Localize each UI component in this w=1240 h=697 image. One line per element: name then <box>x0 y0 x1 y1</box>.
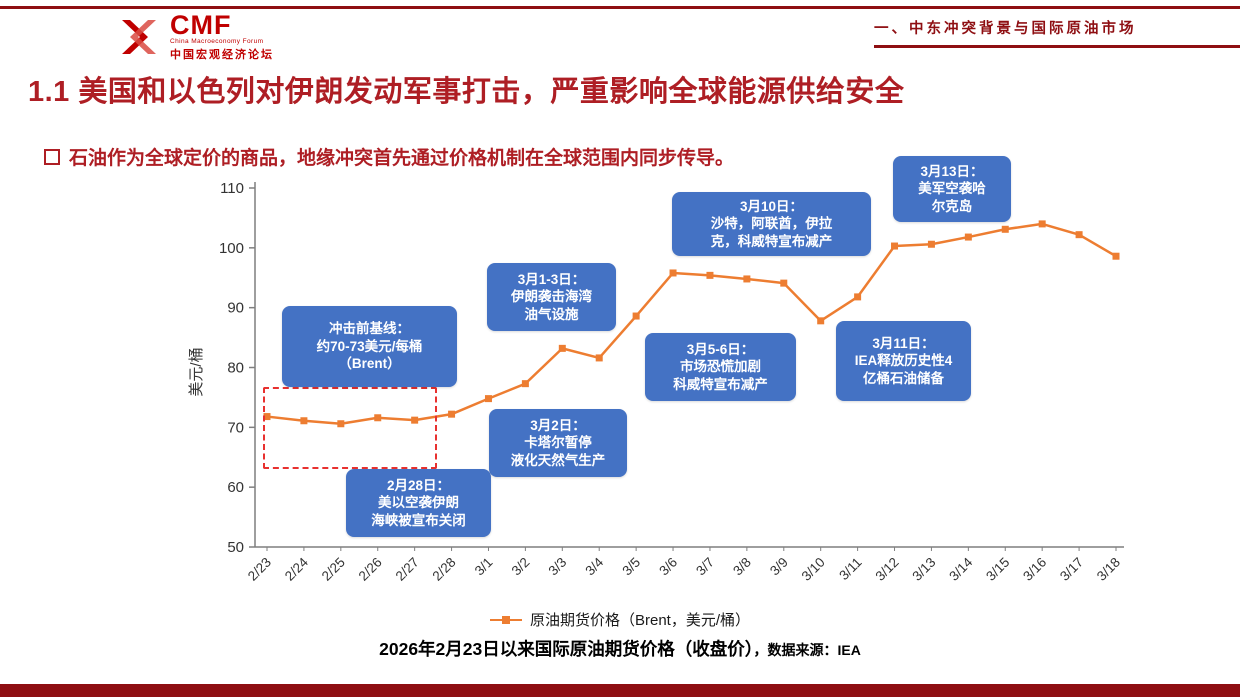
x-tick-label: 2/23 <box>245 555 274 584</box>
data-point-marker <box>854 293 862 301</box>
y-tick-label: 70 <box>227 419 244 436</box>
x-tick-label: 3/13 <box>909 555 938 584</box>
data-point-marker <box>706 271 714 279</box>
section-header: 一、中东冲突背景与国际原油市场 <box>874 17 1240 48</box>
slide-title: 1.1 美国和以色列对伊朗发动军事打击，严重影响全球能源供给安全 <box>28 76 905 108</box>
logo-wordmark: CMF <box>170 10 232 40</box>
y-tick-label: 100 <box>219 240 244 257</box>
section-underline <box>874 45 1240 48</box>
chart-legend: 原油期货价格（Brent，美元/桶） <box>0 609 1240 630</box>
x-tick-label: 2/26 <box>356 555 385 584</box>
bottom-bar <box>0 684 1240 697</box>
data-point-marker <box>448 410 456 418</box>
data-point-marker <box>1001 225 1009 233</box>
x-tick-label: 3/7 <box>693 555 717 579</box>
x-tick-label: 3/14 <box>946 554 976 584</box>
cmf-logo: CMF China Macroeconomy Forum 中国宏观经济论坛 <box>116 12 274 62</box>
price-chart: 50 60 70 80 90 100 110 2/23 2/24 2/25 2/26 2/27 2/28… <box>188 180 1124 584</box>
legend-square <box>501 615 510 624</box>
x-tick-label: 3/2 <box>509 555 533 579</box>
logo-text-block: CMF China Macroeconomy Forum 中国宏观经济论坛 <box>170 12 274 62</box>
data-point-marker <box>632 312 640 320</box>
x-tick-label: 3/11 <box>836 555 864 583</box>
bullet-square-icon <box>44 148 60 165</box>
chart-caption: 2026年2月23日以来国际原油期货价格（收盘价），数据来源：IEA <box>0 636 1240 661</box>
legend-label: 原油期货价格（Brent，美元/桶） <box>529 612 751 629</box>
y-tick-label: 80 <box>227 360 244 377</box>
data-point-marker <box>780 279 788 287</box>
x-tick-label: 3/4 <box>582 554 606 578</box>
data-point-marker <box>300 417 308 425</box>
data-point-marker <box>964 233 972 241</box>
data-point-marker <box>1112 252 1120 260</box>
logo-subtitle-en: China Macroeconomy Forum <box>170 38 264 45</box>
y-tick-label: 90 <box>227 300 244 317</box>
x-tick-label: 2/27 <box>393 555 422 584</box>
x-tick-label: 3/15 <box>983 555 1012 584</box>
data-point-marker <box>595 354 603 362</box>
y-axis-title: 美元/桶 <box>188 347 205 396</box>
data-point-marker <box>374 414 382 422</box>
x-tick-label: 2/25 <box>319 555 348 584</box>
x-tick-label: 3/8 <box>730 555 754 579</box>
section-title: 一、中东冲突背景与国际原油市场 <box>874 21 1137 37</box>
data-point-marker <box>521 380 529 388</box>
x-tick-label: 3/5 <box>619 555 643 579</box>
data-point-marker <box>484 395 492 403</box>
data-point-marker <box>743 275 751 283</box>
y-tick-label: 110 <box>220 180 244 197</box>
cmf-logo-icon <box>122 20 156 54</box>
data-point-marker <box>817 317 825 325</box>
x-tick-label: 3/3 <box>546 555 570 579</box>
data-point-marker <box>1075 231 1083 239</box>
price-line <box>266 222 1117 425</box>
data-point-marker <box>558 344 566 352</box>
data-point-marker <box>891 242 899 250</box>
data-point-marker <box>411 416 419 424</box>
x-tick-label: 3/12 <box>872 555 901 584</box>
data-point-marker <box>669 269 677 277</box>
x-tick-label: 3/16 <box>1020 555 1049 584</box>
y-tick-label: 60 <box>227 479 244 496</box>
caption-source: ，数据来源：IEA <box>753 642 861 658</box>
data-point-marker <box>337 420 345 428</box>
x-tick-label: 3/18 <box>1094 555 1123 584</box>
y-tick-label: 50 <box>227 539 244 556</box>
data-point-marker <box>263 413 271 421</box>
bullet-line: 石油作为全球定价的商品，地缘冲突首先通过价格机制在全球范围内同步传导。 <box>44 143 734 170</box>
legend-line-marker-icon <box>489 615 522 625</box>
x-tick-label: 3/17 <box>1057 555 1086 584</box>
x-tick-label: 3/6 <box>656 555 680 579</box>
x-tick-label: 3/1 <box>472 555 496 579</box>
x-tick-label: 2/24 <box>282 554 312 584</box>
baseline-highlight-box <box>263 387 437 469</box>
data-point-marker <box>1038 220 1046 228</box>
caption-title: 2026年2月23日以来国际原油期货价格（收盘价） <box>379 639 754 659</box>
top-divider <box>0 6 1240 9</box>
x-tick-label: 2/28 <box>429 555 458 584</box>
logo-subtitle-cn: 中国宏观经济论坛 <box>170 49 274 61</box>
x-tick-label: 3/9 <box>767 555 791 579</box>
bullet-text: 石油作为全球定价的商品，地缘冲突首先通过价格机制在全球范围内同步传导。 <box>69 148 735 169</box>
x-tick-label: 3/10 <box>799 555 828 584</box>
data-point-marker <box>927 240 935 248</box>
